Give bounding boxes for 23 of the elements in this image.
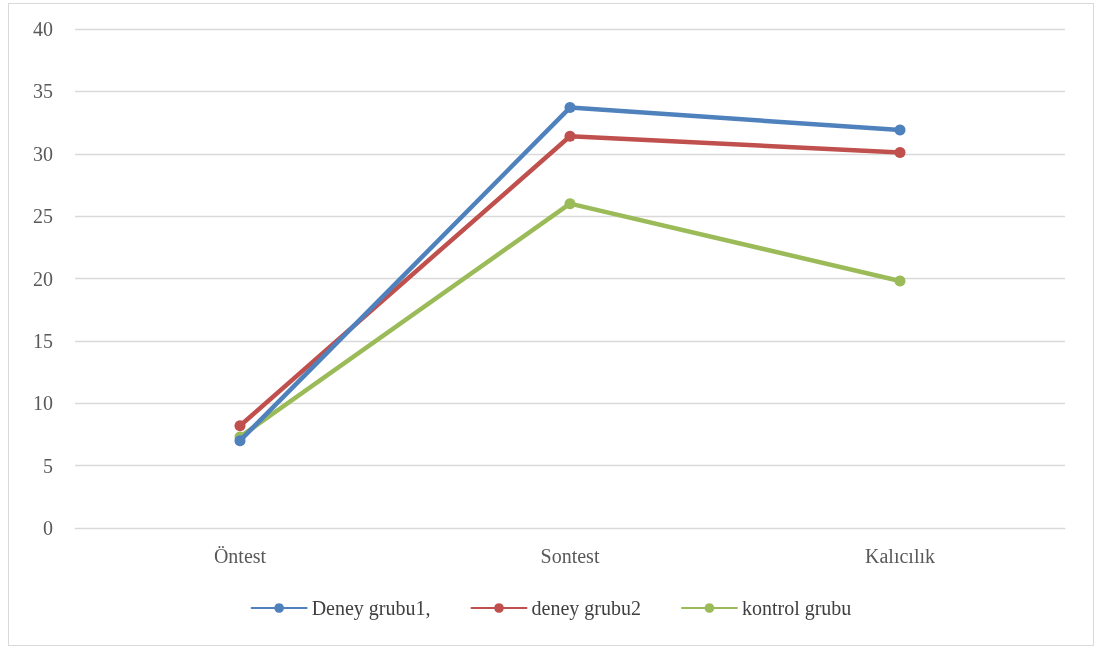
x-tick-label: Kalıcılık: [865, 545, 935, 567]
legend-label: kontrol grubu: [741, 597, 852, 620]
point: [564, 198, 576, 210]
x-tick-label: Sontest: [540, 545, 600, 567]
y-tick-label: 10: [33, 392, 53, 415]
y-tick-label: 15: [33, 329, 53, 352]
point: [564, 102, 576, 114]
point: [894, 147, 906, 158]
point: [564, 130, 576, 142]
point: [894, 275, 906, 287]
y-tick-label: 35: [33, 80, 53, 103]
y-tick-label: 30: [33, 142, 53, 165]
legend-label: Deney grubu1,: [311, 597, 431, 620]
point: [234, 435, 246, 447]
point: [234, 420, 246, 432]
y-tick-label: 25: [33, 205, 53, 228]
y-tick-label: 20: [33, 267, 53, 290]
legend-label: deney grubu2: [531, 597, 641, 620]
x-tick-label: Öntest: [213, 545, 267, 567]
y-tick-label: 40: [33, 18, 53, 40]
point: [894, 124, 906, 136]
y-tick-label: 0: [43, 517, 53, 539]
y-tick-label: 5: [43, 454, 53, 477]
